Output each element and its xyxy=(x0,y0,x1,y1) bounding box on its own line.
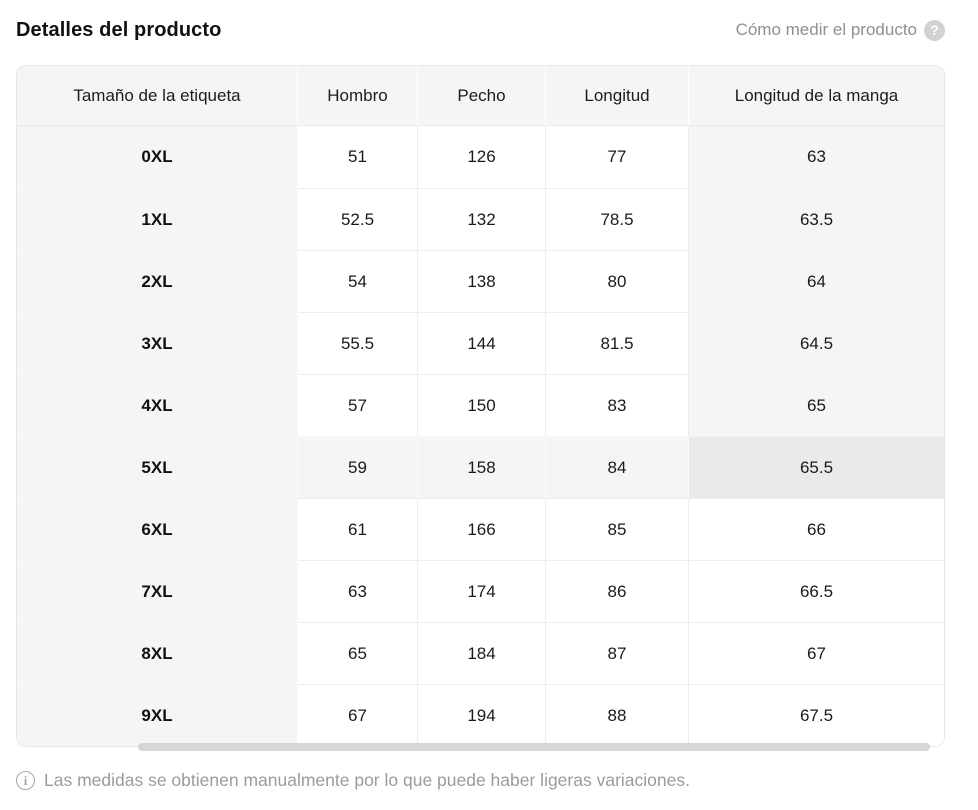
measurement-cell: 86 xyxy=(546,560,689,622)
measurement-cell: 194 xyxy=(418,684,546,746)
size-label-cell: 6XL xyxy=(17,498,298,560)
measurement-cell: 150 xyxy=(418,374,546,436)
measurement-cell: 81.5 xyxy=(546,312,689,374)
measurement-cell: 67 xyxy=(298,684,418,746)
measurement-cell: 84 xyxy=(546,436,689,498)
measurement-cell: 144 xyxy=(418,312,546,374)
table-row: 3XL 55.5 144 81.5 64.5 xyxy=(17,312,944,374)
table-row: 7XL 63 174 86 66.5 xyxy=(17,560,944,622)
size-label-cell: 9XL xyxy=(17,684,298,746)
measurement-cell: 126 xyxy=(418,126,546,188)
measurement-cell: 85 xyxy=(546,498,689,560)
measurement-cell: 63.5 xyxy=(689,188,944,250)
size-label-cell: 3XL xyxy=(17,312,298,374)
measurement-cell: 83 xyxy=(546,374,689,436)
size-label-cell: 8XL xyxy=(17,622,298,684)
size-label-cell: 1XL xyxy=(17,188,298,250)
how-to-measure-link[interactable]: Cómo medir el producto ? xyxy=(735,19,945,41)
measurement-cell: 184 xyxy=(418,622,546,684)
product-details-panel: Detalles del producto Cómo medir el prod… xyxy=(16,16,945,791)
top-bar: Detalles del producto Cómo medir el prod… xyxy=(16,16,945,44)
horizontal-scrollbar-thumb[interactable] xyxy=(138,743,930,751)
measurement-cell: 67.5 xyxy=(689,684,944,746)
measurement-cell: 54 xyxy=(298,250,418,312)
measurement-cell: 63 xyxy=(298,560,418,622)
measurement-cell: 80 xyxy=(546,250,689,312)
size-chart-clip: Tamaño de la etiqueta Hombro Pecho Longitud… xyxy=(16,65,945,747)
size-label-cell: 2XL xyxy=(17,250,298,312)
measurement-cell: 64.5 xyxy=(689,312,944,374)
measurement-cell: 88 xyxy=(546,684,689,746)
measurement-cell: 87 xyxy=(546,622,689,684)
measurement-cell: 65.5 xyxy=(689,436,944,498)
measurement-cell: 132 xyxy=(418,188,546,250)
table-row: 1XL 52.5 132 78.5 63.5 xyxy=(17,188,944,250)
measurement-cell: 64 xyxy=(689,250,944,312)
table-row: 8XL 65 184 87 67 xyxy=(17,622,944,684)
measurement-cell: 65 xyxy=(689,374,944,436)
column-header: Longitud xyxy=(546,66,689,126)
measurement-cell: 66.5 xyxy=(689,560,944,622)
size-label-cell: 7XL xyxy=(17,560,298,622)
table-row: 2XL 54 138 80 64 xyxy=(17,250,944,312)
measurement-cell: 78.5 xyxy=(546,188,689,250)
measurement-cell: 51 xyxy=(298,126,418,188)
size-label-cell: 0XL xyxy=(17,126,298,188)
question-icon[interactable]: ? xyxy=(924,19,945,41)
table-row: 4XL 57 150 83 65 xyxy=(17,374,944,436)
measurement-cell: 158 xyxy=(418,436,546,498)
how-to-measure-label: Cómo medir el producto xyxy=(735,20,917,39)
footer-note-text: Las medidas se obtienen manualmente por … xyxy=(44,770,690,790)
measurement-cell: 77 xyxy=(546,126,689,188)
header-row: Tamaño de la etiqueta Hombro Pecho Longitud… xyxy=(17,66,944,126)
measurement-cell: 138 xyxy=(418,250,546,312)
table-row: 0XL 51 126 77 63 xyxy=(17,126,944,188)
size-label-cell: 5XL xyxy=(17,436,298,498)
measurement-cell: 55.5 xyxy=(298,312,418,374)
measurement-cell: 59 xyxy=(298,436,418,498)
size-label-cell: 4XL xyxy=(17,374,298,436)
column-header: Hombro xyxy=(298,66,418,126)
measurement-cell: 57 xyxy=(298,374,418,436)
page-title: Detalles del producto xyxy=(16,18,222,41)
measurement-cell: 174 xyxy=(418,560,546,622)
size-chart-card: Tamaño de la etiqueta Hombro Pecho Longitud… xyxy=(16,65,945,751)
measurement-cell: 66 xyxy=(689,498,944,560)
table-row: 5XL 59 158 84 65.5 xyxy=(17,436,944,498)
measurement-cell: 65 xyxy=(298,622,418,684)
table-row: 9XL 67 194 88 67.5 xyxy=(17,684,944,746)
column-header: Longitud de la manga xyxy=(689,66,944,126)
measurement-cell: 67 xyxy=(689,622,944,684)
footer-note: i Las medidas se obtienen manualmente po… xyxy=(16,770,945,791)
column-header: Pecho xyxy=(418,66,546,126)
size-chart-table: Tamaño de la etiqueta Hombro Pecho Longitud… xyxy=(17,66,944,746)
measurement-cell: 166 xyxy=(418,498,546,560)
measurement-cell: 52.5 xyxy=(298,188,418,250)
measurement-cell: 63 xyxy=(689,126,944,188)
measurement-cell: 61 xyxy=(298,498,418,560)
column-header: Tamaño de la etiqueta xyxy=(17,66,298,126)
info-icon: i xyxy=(16,771,35,790)
table-row: 6XL 61 166 85 66 xyxy=(17,498,944,560)
